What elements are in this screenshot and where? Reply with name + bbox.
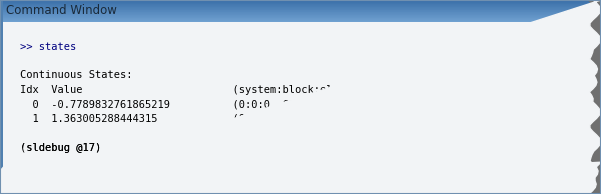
Bar: [2, 20, 599, 21]
Bar: [2, 21, 599, 22]
Bar: [2, 1, 599, 2]
Bar: [2, 12, 599, 13]
Text: (sldebug @17): (sldebug @17): [20, 143, 101, 153]
Bar: [2, 14, 599, 15]
Bar: [2, 13, 599, 14]
Polygon shape: [0, 159, 601, 194]
Bar: [2, 18, 599, 19]
Bar: [2, 3, 599, 4]
Text: Idx  Value                        (system:block:element  Name   ‘BlockNam: Idx Value (system:block:element Name ‘Bl…: [20, 85, 476, 95]
Text: (sldebug @17): (sldebug @17): [20, 143, 101, 153]
Bar: [2, 9, 599, 10]
Text: 0  -0.7789832761865219          (0:0:0  CSTATE  ‘vdp/x1’): 0 -0.7789832761865219 (0:0:0 CSTATE ‘vdp…: [20, 100, 389, 109]
Bar: [2, 6, 599, 7]
Bar: [2, 11, 599, 12]
Bar: [2, 0, 599, 1]
Bar: [2, 5, 599, 6]
Bar: [2, 10, 599, 11]
Bar: [2, 2, 599, 3]
Text: 1  1.363005288444315            (0:2:0  CSTATE  ‘vdp/x2’): 1 1.363005288444315 (0:2:0 CSTATE ‘vdp/x…: [20, 114, 389, 124]
Text: Continuous States:: Continuous States:: [20, 70, 132, 81]
Bar: [2, 16, 599, 17]
Bar: [2, 4, 599, 5]
Polygon shape: [2, 22, 599, 194]
Polygon shape: [0, 146, 601, 194]
Bar: [2, 15, 599, 16]
Bar: [0, 0, 3, 194]
Bar: [2, 8, 599, 9]
Text: >> states: >> states: [20, 42, 76, 51]
Text: Command Window: Command Window: [6, 4, 117, 17]
Polygon shape: [584, 0, 601, 194]
Bar: [2, 19, 599, 20]
Bar: [2, 7, 599, 8]
Bar: [2, 17, 599, 18]
